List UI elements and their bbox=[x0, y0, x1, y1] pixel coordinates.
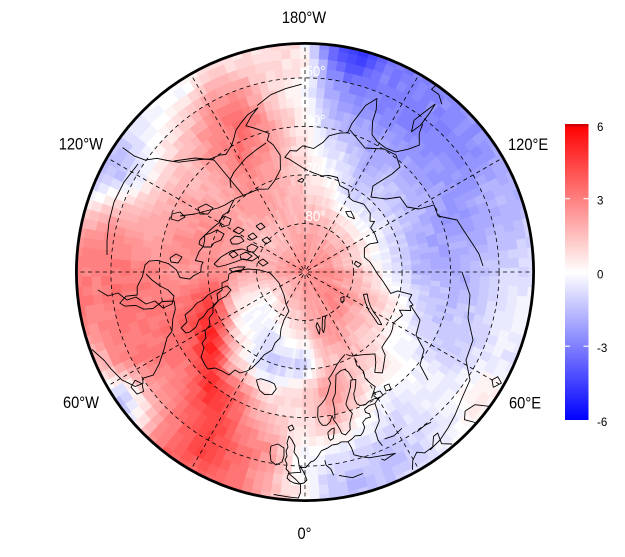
svg-text:-3: -3 bbox=[597, 343, 607, 355]
svg-text:180°W: 180°W bbox=[282, 8, 326, 27]
svg-text:60°: 60° bbox=[306, 112, 326, 129]
svg-text:0°: 0° bbox=[298, 524, 312, 543]
svg-text:3: 3 bbox=[597, 196, 603, 208]
svg-text:50°: 50° bbox=[306, 63, 326, 80]
svg-text:120°E: 120°E bbox=[508, 135, 548, 154]
svg-text:80°: 80° bbox=[306, 208, 326, 225]
svg-text:0: 0 bbox=[597, 270, 603, 282]
svg-text:120°W: 120°W bbox=[59, 135, 103, 154]
svg-text:6: 6 bbox=[597, 122, 603, 134]
svg-text:60°W: 60°W bbox=[63, 393, 99, 412]
svg-text:60°E: 60°E bbox=[509, 394, 541, 413]
svg-text:-6: -6 bbox=[597, 417, 607, 429]
svg-text:70°: 70° bbox=[306, 160, 326, 177]
